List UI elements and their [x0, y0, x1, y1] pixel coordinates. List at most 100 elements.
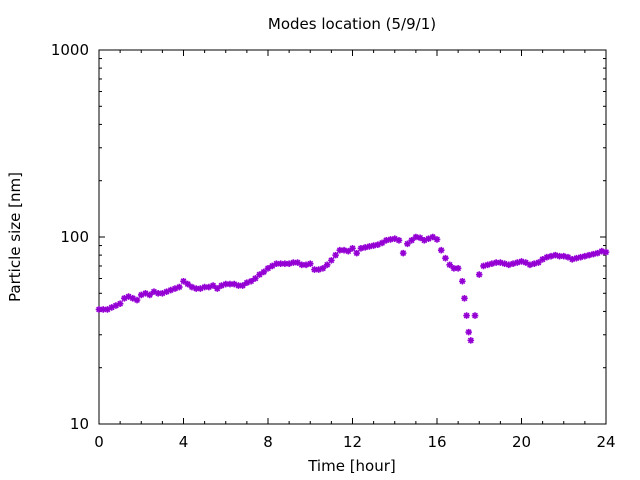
data-point [315, 266, 322, 273]
data-point [513, 259, 521, 266]
data-point [573, 254, 580, 262]
data-point [201, 283, 208, 291]
data-point [454, 265, 462, 272]
data-point [294, 259, 301, 266]
data-point [535, 259, 542, 266]
data-point [446, 261, 453, 269]
data-point [429, 233, 437, 241]
data-point [311, 266, 318, 273]
data-point [340, 246, 348, 254]
data-point [277, 260, 284, 267]
data-point [290, 259, 297, 266]
data-point [374, 241, 382, 248]
data-point [505, 261, 513, 269]
data-point [218, 282, 225, 289]
data-point [530, 260, 538, 267]
data-point [167, 286, 175, 294]
data-point [116, 300, 124, 307]
data-point [552, 251, 559, 259]
data-point [577, 253, 584, 261]
x-tick-label: 12 [343, 433, 362, 451]
data-point [104, 306, 111, 313]
data-point [230, 280, 238, 288]
data-point [547, 252, 555, 260]
data-point [433, 236, 441, 243]
data-point [497, 259, 504, 266]
data-point [302, 261, 310, 269]
data-point [480, 262, 487, 270]
data-point [467, 337, 475, 344]
data-point [543, 253, 551, 261]
data-point [357, 245, 365, 252]
data-point [180, 277, 187, 285]
data-point [594, 249, 601, 257]
data-point [378, 239, 386, 247]
data-point [256, 271, 263, 278]
data-point [408, 237, 415, 244]
data-point [281, 260, 289, 267]
data-point [501, 260, 508, 267]
data-point [492, 259, 500, 266]
data-point [416, 234, 424, 242]
data-point [192, 285, 200, 292]
data-point [239, 282, 246, 289]
data-point [399, 249, 407, 257]
data-point [260, 268, 268, 276]
data-point [344, 247, 352, 255]
data-point [175, 283, 183, 291]
data-point [556, 252, 563, 260]
data-point [273, 260, 280, 267]
data-point [412, 233, 420, 241]
data-point [159, 289, 166, 297]
data-point [461, 295, 468, 302]
data-point [522, 259, 530, 266]
data-point [581, 252, 589, 260]
data-point [518, 258, 525, 265]
data-point [509, 260, 517, 267]
data-point [598, 247, 606, 255]
data-point [437, 246, 445, 254]
data-point [484, 261, 491, 269]
data-point [298, 261, 306, 269]
chart-title: Modes location (5/9/1) [268, 15, 436, 33]
data-point [163, 288, 170, 295]
y-tick-label: 100 [60, 228, 89, 246]
data-point [306, 260, 314, 267]
data-point [235, 282, 242, 289]
data-point [150, 288, 158, 295]
data-point [323, 261, 331, 269]
data-point [285, 260, 293, 267]
y-tick-label: 10 [70, 415, 89, 433]
x-tick-label: 20 [512, 433, 531, 451]
data-point [146, 291, 153, 299]
y-tick-label: 1000 [51, 41, 89, 59]
data-point [349, 245, 356, 252]
data-point [585, 251, 593, 259]
data-point [450, 265, 458, 272]
x-axis-ticks: 0 4 8 12 16 20 24 [94, 50, 616, 451]
data-point [197, 285, 204, 292]
data-point [475, 271, 483, 278]
data-point [459, 277, 466, 285]
data-point [391, 235, 399, 242]
data-point [471, 312, 479, 319]
data-point [328, 257, 335, 264]
data-point [361, 244, 369, 251]
data-point [539, 255, 546, 263]
data-point [395, 237, 403, 244]
data-point [526, 261, 534, 269]
y-axis-label: Particle size [nm] [6, 172, 24, 302]
data-point [209, 282, 217, 289]
data-point [404, 240, 411, 248]
x-tick-label: 24 [596, 433, 615, 451]
data-point [463, 312, 470, 319]
data-point [142, 289, 149, 297]
data-point [465, 328, 472, 336]
data-point [332, 251, 339, 259]
data-point [560, 252, 568, 260]
data-points [95, 233, 610, 344]
data-point [222, 280, 230, 288]
data-point [125, 293, 132, 300]
x-axis-label: Time [hour] [307, 457, 396, 475]
